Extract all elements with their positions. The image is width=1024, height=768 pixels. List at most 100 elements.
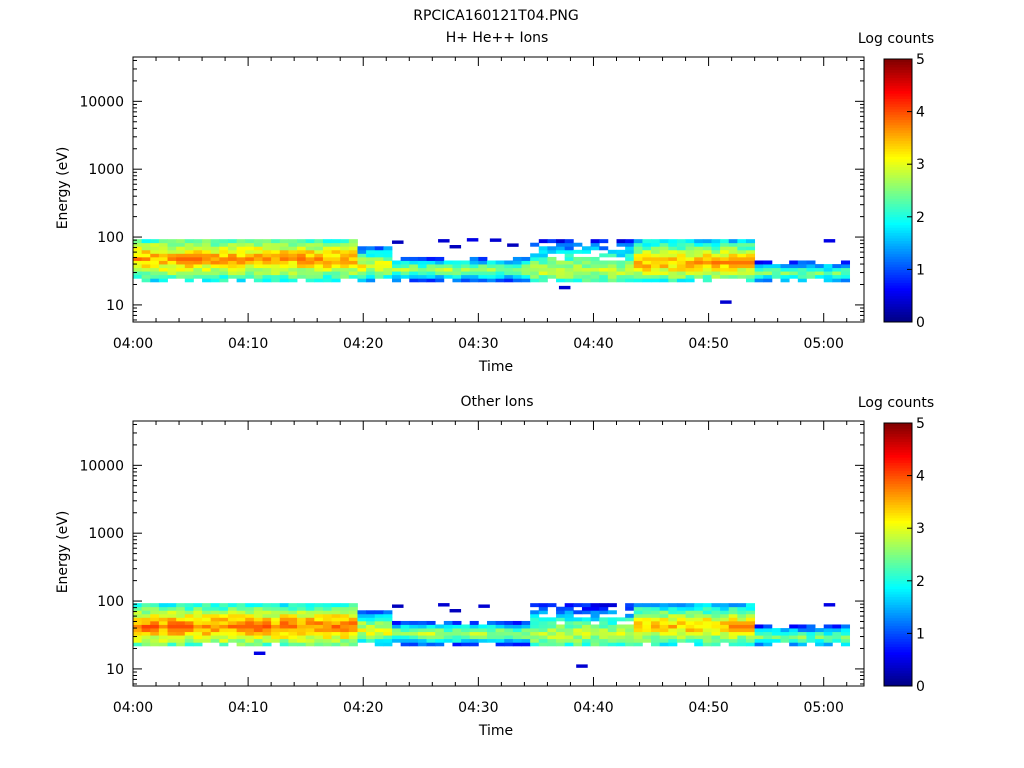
colorbar-swatch [884, 625, 912, 629]
heatmap-cell [314, 642, 324, 647]
heatmap-cell [357, 260, 367, 265]
colorbar-swatch [884, 657, 912, 661]
heatmap-cell [357, 638, 367, 643]
heatmap-cell [322, 253, 332, 258]
colorbar-swatch [884, 509, 912, 513]
heatmap-cell [202, 628, 212, 633]
heatmap-cell [150, 239, 160, 244]
heatmap-cell [461, 631, 471, 636]
heatmap-cell [521, 267, 531, 272]
heatmap-cell [158, 278, 168, 283]
colorbar-swatch [884, 295, 912, 299]
heatmap-cell [443, 264, 453, 269]
heatmap-cell [538, 256, 548, 261]
heatmap-cell [158, 253, 168, 258]
colorbar-swatch [884, 266, 912, 270]
heatmap-cell [659, 267, 669, 272]
heatmap-cell [763, 274, 773, 279]
heatmap-cell [607, 628, 617, 633]
heatmap-cell [262, 271, 272, 276]
heatmap-cell [426, 264, 436, 269]
heatmap-cell [676, 256, 686, 261]
colorbar-swatch [884, 156, 912, 160]
heatmap-cell [262, 239, 272, 244]
heatmap-cell [746, 638, 756, 643]
heatmap-cell [245, 624, 255, 629]
heatmap-cell [599, 628, 609, 633]
heatmap-cell [348, 253, 358, 258]
heatmap-cell [478, 278, 488, 283]
heatmap-cell [815, 274, 825, 279]
heatmap-cell [659, 264, 669, 269]
heatmap-cell [789, 274, 799, 279]
heatmap-cell [720, 635, 730, 640]
heatmap-cell [504, 278, 514, 283]
heatmap-cell [590, 242, 600, 247]
colorbar-swatch [884, 515, 912, 519]
heatmap-cell [288, 606, 298, 611]
heatmap-cell [728, 638, 738, 643]
heatmap-cell [737, 620, 747, 625]
heatmap-cell [331, 635, 341, 640]
heatmap-cell [193, 274, 203, 279]
heatmap-cell [366, 617, 376, 622]
heatmap-cell [685, 264, 695, 269]
colorbar-swatch [884, 441, 912, 445]
heatmap-cell [504, 628, 514, 633]
heatmap-cell [314, 256, 324, 261]
colorbar-swatch [884, 166, 912, 170]
heatmap-cell [573, 631, 583, 636]
heatmap-cell [184, 628, 194, 633]
heatmap-cell [452, 260, 462, 265]
colorbar-swatch [884, 269, 912, 273]
y-tick-label: 10 [106, 662, 124, 678]
heatmap-cell [305, 628, 315, 633]
heatmap-cell [409, 631, 419, 636]
colorbar-swatch [884, 137, 912, 142]
heatmap-cell [435, 635, 445, 640]
heatmap-cell [400, 642, 410, 647]
heatmap-cell [366, 249, 376, 254]
heatmap-cell [461, 635, 471, 640]
heatmap-cell [659, 617, 669, 622]
heatmap-cell [495, 264, 505, 269]
heatmap-cell [435, 256, 445, 261]
heatmap-cell [737, 246, 747, 251]
heatmap-cell [314, 631, 324, 636]
colorbar-swatch [884, 454, 912, 458]
heatmap-cell [702, 239, 712, 244]
heatmap-cell [400, 260, 410, 265]
heatmap-cell [668, 603, 678, 608]
heatmap-cell [245, 271, 255, 276]
heatmap-cell [443, 271, 453, 276]
heatmap-cell [271, 603, 281, 608]
heatmap-cell [651, 610, 661, 615]
colorbar-swatch [884, 457, 912, 461]
heatmap-cell [184, 246, 194, 251]
heatmap-cell [184, 624, 194, 629]
colorbar-swatch [884, 153, 912, 157]
heatmap-cell [461, 260, 471, 265]
heatmap-cell [245, 260, 255, 265]
x-tick-label: 05:00 [804, 700, 844, 716]
colorbar-swatch [884, 59, 912, 63]
heatmap-cell [366, 274, 376, 279]
heatmap-cell [564, 267, 574, 272]
heatmap-cell [780, 274, 790, 279]
heatmap-cell [176, 242, 186, 247]
heatmap-cell [797, 638, 807, 643]
heatmap-cell [512, 278, 522, 283]
heatmap-cell [158, 603, 168, 608]
heatmap-cell [521, 264, 531, 269]
heatmap-cell [754, 260, 764, 265]
heatmap-cell [685, 260, 695, 265]
heatmap-cell [374, 256, 384, 261]
colorbar-tick-label: 1 [916, 626, 925, 642]
heatmap-cell [167, 620, 177, 625]
heatmap-cell [547, 642, 557, 647]
heatmap-cell [184, 260, 194, 265]
heatmap-cell [728, 271, 738, 276]
heatmap-cell [176, 642, 186, 647]
heatmap-cell [495, 638, 505, 643]
heatmap-cell [607, 635, 617, 640]
